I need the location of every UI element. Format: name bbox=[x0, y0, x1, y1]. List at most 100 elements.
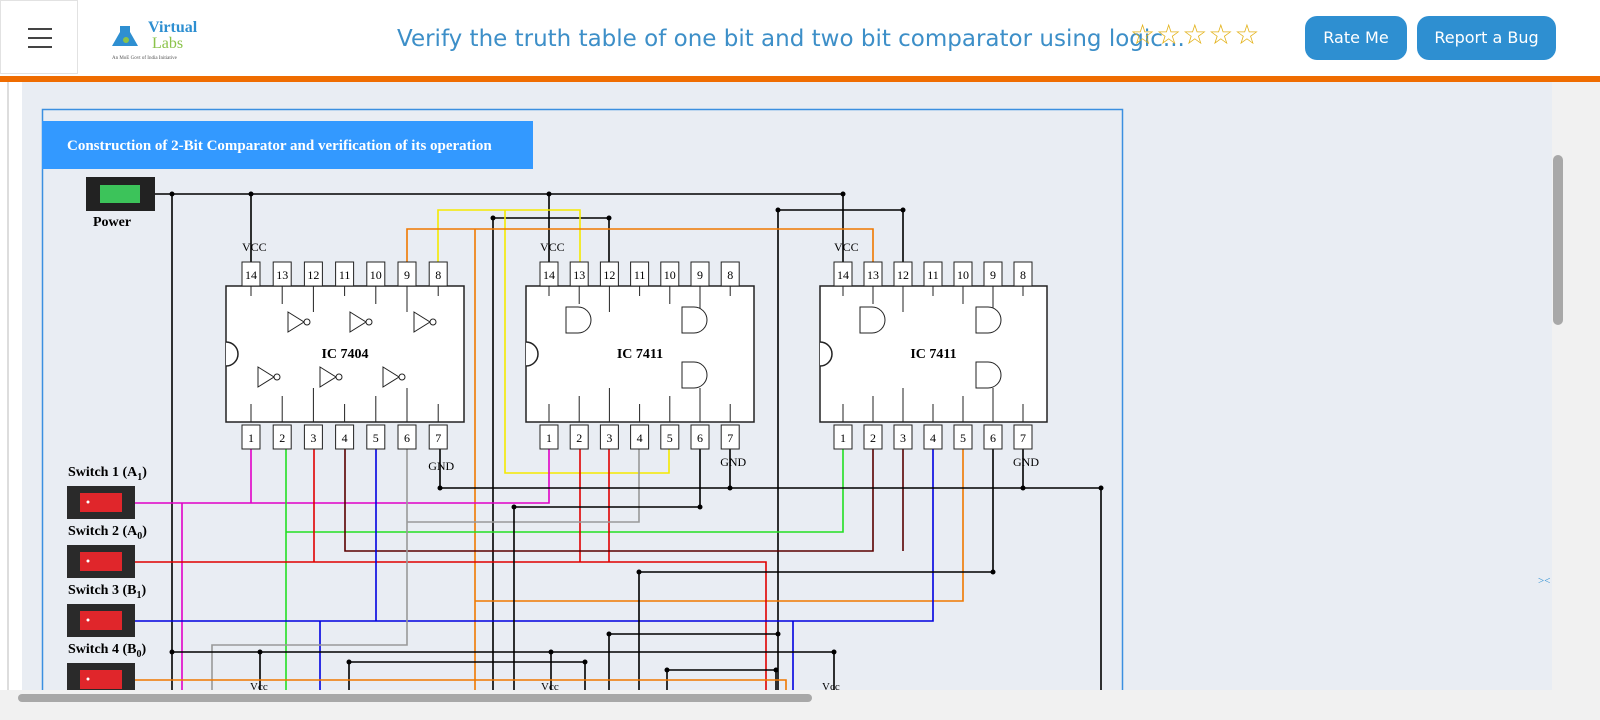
pin bbox=[660, 424, 680, 450]
rate-button[interactable]: Rate Me bbox=[1305, 16, 1407, 60]
pin-label: 2 bbox=[576, 431, 582, 445]
switch-label: Switch 1 (A1) bbox=[68, 465, 147, 483]
rating-stars[interactable]: ☆☆☆☆☆ bbox=[1130, 18, 1261, 51]
pin-label: 2 bbox=[870, 431, 876, 445]
wire bbox=[211, 449, 408, 690]
wire bbox=[475, 449, 964, 602]
switch-label: Switch 3 (B1) bbox=[68, 583, 146, 601]
wire bbox=[638, 449, 994, 690]
pin-label: 1 bbox=[248, 431, 254, 445]
junction bbox=[169, 649, 175, 655]
pin bbox=[539, 424, 559, 450]
and-gate bbox=[681, 306, 708, 334]
scroll-thumb[interactable] bbox=[1553, 155, 1563, 325]
pin-label: 9 bbox=[990, 268, 996, 282]
ic-body bbox=[819, 285, 1048, 423]
pin-label: 13 bbox=[573, 268, 585, 282]
pin-label: 1 bbox=[840, 431, 846, 445]
label-part: Switch 2 (A bbox=[68, 524, 138, 539]
junction bbox=[606, 215, 612, 221]
logo-sub: Labs bbox=[152, 35, 183, 52]
header: Virtual Labs An MoE Govt of India Initia… bbox=[0, 0, 1600, 76]
pin-label: 13 bbox=[276, 268, 288, 282]
junction bbox=[490, 215, 496, 221]
pin bbox=[893, 424, 913, 450]
vcc-label: Vcc bbox=[541, 681, 559, 690]
wire bbox=[344, 449, 874, 552]
vcc-label: VCC bbox=[834, 240, 859, 254]
logo-tagline: An MoE Govt of India Initiative bbox=[112, 56, 178, 61]
inverter bbox=[319, 366, 337, 388]
junction bbox=[546, 191, 552, 197]
label-part: Switch 3 (B bbox=[68, 583, 136, 598]
label-part: ) bbox=[142, 465, 147, 480]
junction bbox=[548, 649, 554, 655]
ic-body bbox=[225, 285, 465, 423]
pin bbox=[397, 424, 417, 450]
and-gate bbox=[681, 361, 708, 389]
pin bbox=[303, 424, 323, 450]
ic-name: IC 7411 bbox=[910, 347, 956, 362]
pin-label: 14 bbox=[837, 268, 849, 282]
pin-label: 2 bbox=[279, 431, 285, 445]
pin bbox=[630, 424, 650, 450]
and-gate bbox=[859, 306, 886, 334]
junction bbox=[511, 504, 517, 510]
inverter bbox=[287, 311, 305, 333]
pin-label: 11 bbox=[339, 268, 351, 282]
ic-notch bbox=[525, 341, 539, 367]
vcc-label: Vcc bbox=[822, 681, 840, 690]
ic-name: IC 7404 bbox=[321, 347, 368, 362]
pin bbox=[690, 424, 710, 450]
pin-label: 4 bbox=[637, 431, 643, 445]
wire bbox=[135, 449, 934, 622]
panel-title: Construction of 2-Bit Comparator and ver… bbox=[67, 138, 492, 154]
pin bbox=[1013, 424, 1033, 450]
gnd-label: GND bbox=[1013, 455, 1039, 469]
junction bbox=[831, 649, 837, 655]
pin bbox=[863, 424, 883, 450]
bug-button[interactable]: Report a Bug bbox=[1417, 16, 1556, 60]
junction bbox=[664, 667, 670, 673]
pin bbox=[923, 424, 943, 450]
subscript: 0 bbox=[136, 649, 141, 660]
pin-label: 12 bbox=[897, 268, 909, 282]
pin-label: 6 bbox=[697, 431, 703, 445]
wire bbox=[439, 449, 1102, 690]
pin-label: 6 bbox=[990, 431, 996, 445]
vcc-label: VCC bbox=[540, 240, 565, 254]
junction bbox=[169, 191, 175, 197]
junction bbox=[1098, 485, 1104, 491]
pin-label: 12 bbox=[307, 268, 319, 282]
pin-label: 5 bbox=[960, 431, 966, 445]
pin bbox=[599, 424, 619, 450]
wire bbox=[135, 449, 550, 504]
junction bbox=[437, 485, 443, 491]
junction bbox=[697, 504, 703, 510]
pin-label: 7 bbox=[1020, 431, 1026, 445]
and-gate bbox=[975, 361, 1002, 389]
circuit: >< Construction of 2-Bit Comparator and … bbox=[7, 82, 1600, 690]
label-part: Switch 4 (B bbox=[68, 642, 136, 657]
h-scrollbar bbox=[0, 690, 1600, 720]
inverter bbox=[257, 366, 275, 388]
junction bbox=[606, 631, 612, 637]
pin bbox=[953, 424, 973, 450]
pin-label: 4 bbox=[342, 431, 348, 445]
pin bbox=[272, 424, 292, 450]
pin-label: 1 bbox=[546, 431, 552, 445]
pin-label: 8 bbox=[435, 268, 441, 282]
junction bbox=[727, 485, 733, 491]
header-bar bbox=[0, 76, 1600, 82]
gnd-label: GND bbox=[428, 459, 454, 473]
logo[interactable]: Virtual Labs An MoE Govt of India Initia… bbox=[108, 12, 198, 62]
pin bbox=[983, 424, 1003, 450]
pin bbox=[335, 424, 355, 450]
inverter bbox=[382, 366, 400, 388]
switch-label: Switch 2 (A0) bbox=[68, 524, 147, 542]
pin-label: 3 bbox=[606, 431, 612, 445]
pin-label: 8 bbox=[1020, 268, 1026, 282]
pin bbox=[241, 424, 261, 450]
menu-button[interactable] bbox=[0, 0, 78, 74]
pin-label: 9 bbox=[697, 268, 703, 282]
